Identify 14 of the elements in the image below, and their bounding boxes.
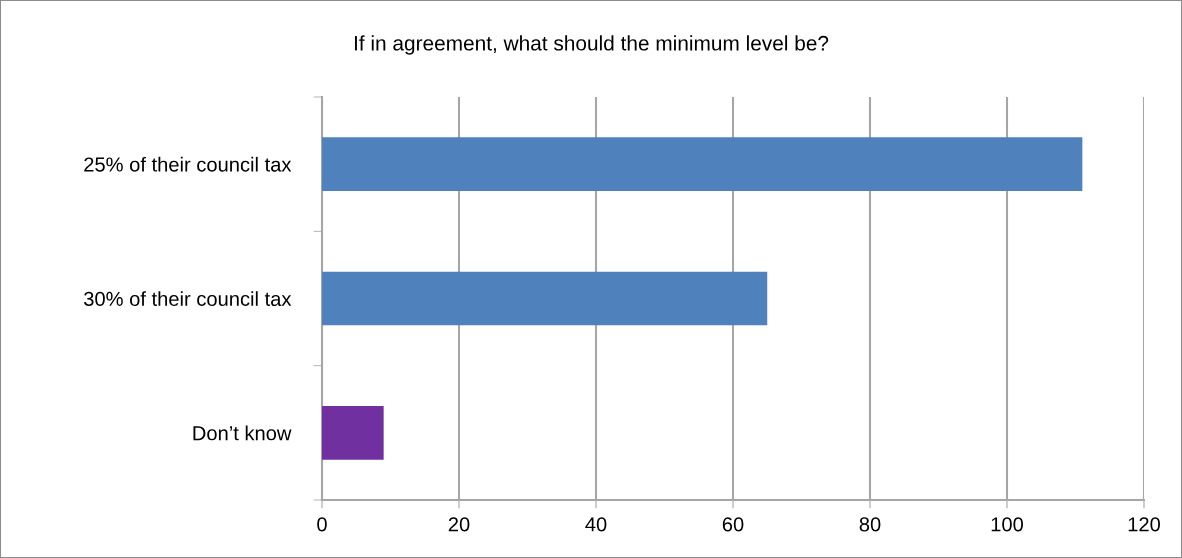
x-tick-label: 20 [448, 517, 470, 532]
bar [322, 271, 768, 326]
chart-title: If in agreement, what should the minimum level be? [354, 35, 829, 55]
x-tick-label: 120 [1128, 517, 1161, 532]
y-tick-label: 25% of their council tax [84, 156, 292, 172]
x-tick-label: 0 [317, 517, 327, 532]
y-tick-label: Don’t know [193, 425, 292, 441]
y-tick-label: 30% of their council tax [84, 291, 292, 306]
bar [322, 405, 384, 460]
x-tick-label: 100 [991, 517, 1024, 532]
x-tick-label: 40 [585, 517, 607, 532]
x-tick-label: 60 [722, 517, 744, 532]
bar [322, 137, 1083, 192]
x-tick-label: 80 [859, 517, 881, 532]
